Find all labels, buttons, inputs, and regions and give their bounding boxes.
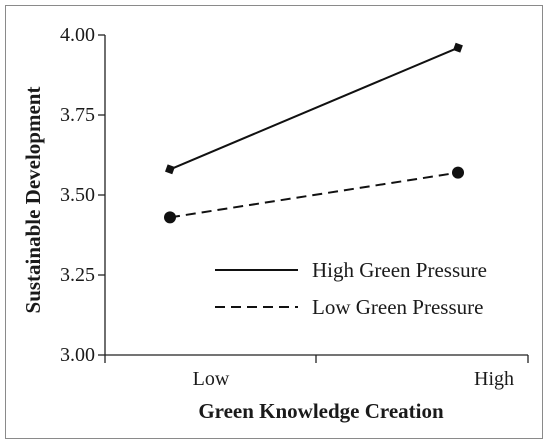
y-ticks: 3.00 3.25 3.50 3.75 4.00: [60, 24, 105, 366]
y-tick-label: 4.00: [60, 24, 95, 46]
data-point-low-green-pressure-low: [164, 211, 176, 224]
y-axis-title: Sustainable Development: [21, 87, 45, 314]
x-tick-label: High: [474, 368, 514, 390]
y-tick-label: 3.50: [60, 184, 95, 206]
data-point-high-green-pressure-high: [453, 42, 463, 53]
legend-label-low-green-pressure: Low Green Pressure: [312, 295, 483, 319]
x-ticks: Low High: [104, 355, 529, 390]
chart-frame: [5, 5, 543, 439]
y-tick-label: 3.00: [60, 344, 95, 366]
legend-label-high-green-pressure: High Green Pressure: [312, 258, 487, 282]
legend: High Green Pressure Low Green Pressure: [215, 258, 487, 319]
series-line-high-green-pressure: [169, 46, 459, 171]
x-tick-label: Low: [193, 368, 230, 390]
data-point-low-green-pressure-high: [452, 166, 464, 179]
y-tick-label: 3.25: [60, 264, 95, 286]
series-line-low-green-pressure: [169, 171, 459, 219]
data-point-high-green-pressure-low: [165, 164, 175, 175]
series-layer: [164, 42, 464, 224]
x-axis-title: Green Knowledge Creation: [198, 399, 444, 423]
y-tick-label: 3.75: [60, 104, 95, 126]
